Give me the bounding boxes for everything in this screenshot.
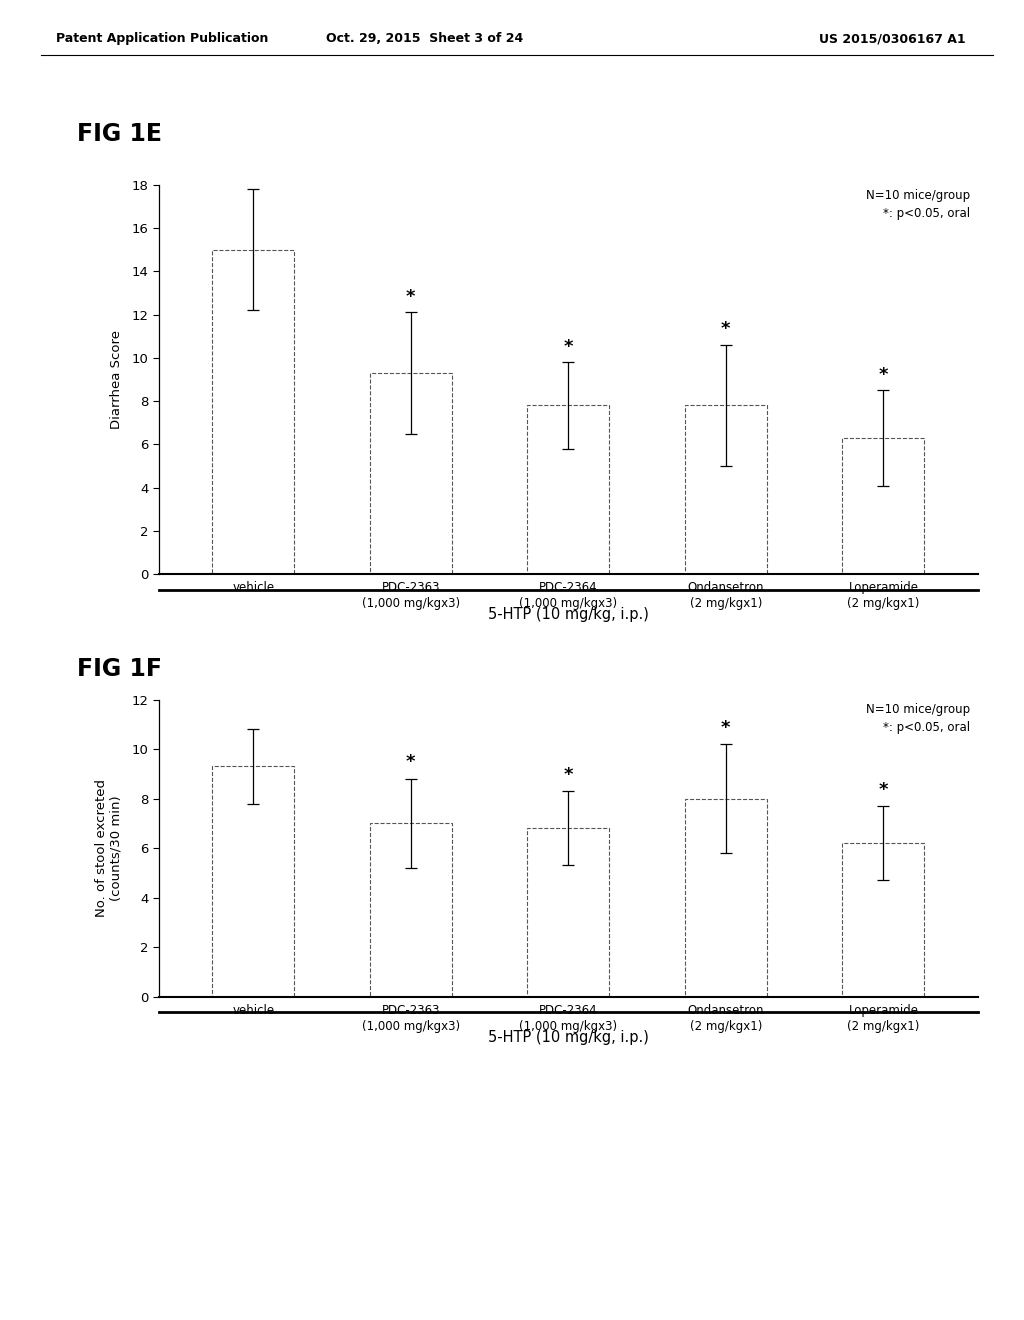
Y-axis label: No. of stool excreted
(counts/30 min): No. of stool excreted (counts/30 min): [95, 779, 123, 917]
Text: 5-HTP (10 mg/kg, i.p.): 5-HTP (10 mg/kg, i.p.): [487, 1030, 649, 1044]
Text: *: *: [407, 754, 416, 771]
Text: *: *: [563, 338, 573, 355]
Text: *: *: [879, 366, 888, 384]
Bar: [212, 767, 294, 997]
Text: N=10 mice/group
*: p<0.05, oral: N=10 mice/group *: p<0.05, oral: [865, 702, 970, 734]
Text: *: *: [721, 321, 730, 338]
Y-axis label: Diarrhea Score: Diarrhea Score: [110, 330, 123, 429]
Text: *: *: [721, 718, 730, 737]
Text: Oct. 29, 2015  Sheet 3 of 24: Oct. 29, 2015 Sheet 3 of 24: [327, 32, 523, 45]
Bar: [212, 249, 294, 574]
Text: US 2015/0306167 A1: US 2015/0306167 A1: [819, 32, 966, 45]
Text: FIG 1F: FIG 1F: [77, 657, 162, 681]
Bar: [370, 824, 452, 997]
Text: Patent Application Publication: Patent Application Publication: [56, 32, 268, 45]
Text: *: *: [879, 780, 888, 799]
Text: N=10 mice/group
*: p<0.05, oral: N=10 mice/group *: p<0.05, oral: [865, 189, 970, 219]
Bar: [685, 799, 767, 997]
Text: FIG 1E: FIG 1E: [77, 123, 162, 147]
Bar: [527, 405, 609, 574]
Text: *: *: [407, 288, 416, 306]
Bar: [685, 405, 767, 574]
Bar: [843, 438, 925, 574]
Bar: [527, 829, 609, 997]
Bar: [370, 374, 452, 574]
Text: *: *: [563, 766, 573, 784]
Text: 5-HTP (10 mg/kg, i.p.): 5-HTP (10 mg/kg, i.p.): [487, 607, 649, 622]
Bar: [843, 843, 925, 997]
